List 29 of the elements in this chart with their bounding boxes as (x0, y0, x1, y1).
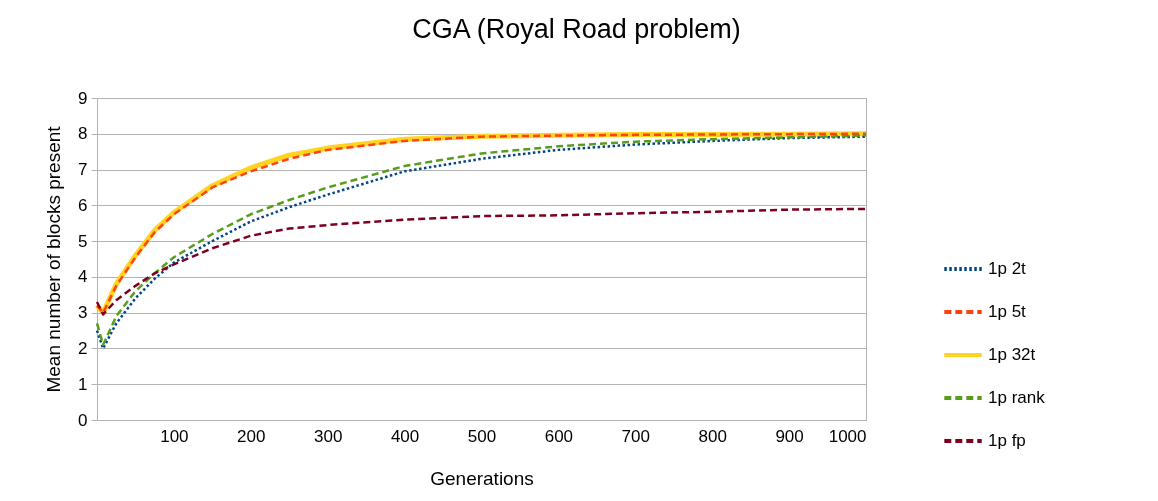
y-tick-label: 2 (78, 338, 88, 358)
legend-label: 1p fp (988, 431, 1026, 450)
x-tick-label: 700 (621, 426, 650, 446)
y-tick-label: 4 (78, 267, 88, 287)
x-tick-label: 600 (544, 426, 574, 446)
x-tick-label: 100 (160, 426, 189, 446)
y-tick-label: 3 (78, 303, 88, 323)
x-tick-label: 500 (467, 426, 497, 446)
y-tick-label: 0 (78, 410, 88, 430)
line-series (95, 207, 868, 316)
x-tick-label: 400 (390, 426, 420, 446)
legend-label: 1p 32t (988, 345, 1036, 364)
legend-label: 1p 2t (988, 259, 1027, 278)
legend-label: 1p rank (988, 388, 1046, 407)
y-tick-label: 7 (78, 160, 88, 180)
x-axis-title: Generations (430, 467, 534, 489)
y-tick-label: 1 (78, 374, 88, 394)
x-tick-label: 800 (698, 426, 727, 446)
y-tick-label: 9 (78, 88, 88, 108)
y-axis-title: Mean number of blocks present (43, 125, 65, 393)
legend-label: 1p 5t (988, 302, 1027, 321)
x-tick-label: 1000 (828, 426, 867, 446)
y-tick-label: 6 (78, 195, 88, 215)
y-tick-label: 8 (78, 124, 88, 144)
x-tick-label: 200 (237, 426, 266, 446)
x-tick-label: 900 (775, 426, 804, 446)
chart-title: CGA (Royal Road problem) (412, 14, 741, 44)
y-tick-label: 5 (78, 231, 88, 251)
x-tick-label: 300 (314, 426, 343, 446)
